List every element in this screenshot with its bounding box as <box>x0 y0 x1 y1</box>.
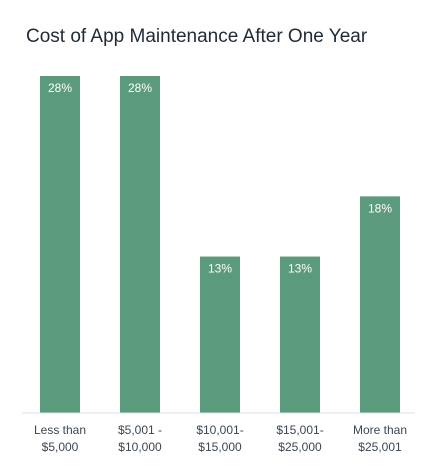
x-tick-label-5: More than $25,001 <box>353 423 407 454</box>
bar-2 <box>120 76 160 413</box>
x-tick-label-1: Less than $5,000 <box>34 423 86 454</box>
chart-title: Cost of App Maintenance After One Year <box>26 26 368 47</box>
bar-data-label-5: 18% <box>368 201 392 215</box>
x-tick-label-1-line-2: $5,000 <box>42 440 79 454</box>
x-tick-label-4: $15,001- $25,000 <box>276 423 323 454</box>
x-tick-label-2-line-2: $10,000 <box>118 440 162 454</box>
x-tick-label-2-line-1: $5,001 - <box>118 423 162 437</box>
x-tick-label-4-line-2: $25,000 <box>278 440 322 454</box>
x-tick-label-2: $5,001 - $10,000 <box>118 423 162 454</box>
bar-data-label-2: 28% <box>128 81 152 95</box>
bars-group <box>40 76 400 413</box>
x-tick-label-3: $10,001- $15,000 <box>196 423 243 454</box>
x-tick-labels-group: Less than $5,000$5,001 -$10,000$10,001-$1… <box>34 423 407 454</box>
x-tick-label-5-line-2: $25,001 <box>358 440 402 454</box>
x-tick-label-3-line-1: $10,001- <box>196 423 243 437</box>
x-tick-label-1-line-1: Less than <box>34 423 86 437</box>
bar-5 <box>360 196 400 413</box>
x-tick-label-4-line-1: $15,001- <box>276 423 323 437</box>
bar-data-label-1: 28% <box>48 81 72 95</box>
bar-data-label-4: 13% <box>288 262 312 276</box>
bar-data-labels-group: 28% 28% 13% 13% 18% <box>48 81 392 276</box>
bar-1 <box>40 76 80 413</box>
bar-4 <box>280 256 320 413</box>
bar-3 <box>200 256 240 413</box>
x-tick-label-3-line-2: $15,000 <box>198 440 242 454</box>
bar-data-label-3: 13% <box>208 262 232 276</box>
x-tick-label-5-line-1: More than <box>353 423 407 437</box>
